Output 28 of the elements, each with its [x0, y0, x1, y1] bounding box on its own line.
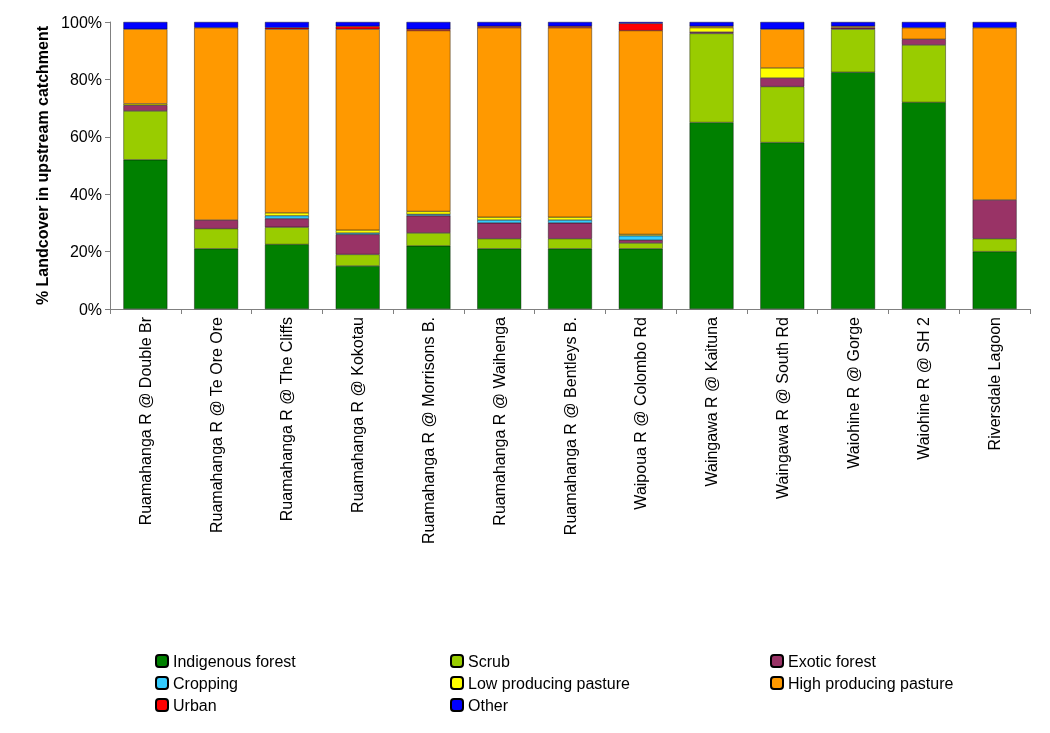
- x-tick-label: Waiohine R @ SH 2: [915, 316, 933, 460]
- legend-label: Urban: [173, 696, 217, 714]
- legend-label: Indigenous forest: [173, 652, 297, 670]
- y-tick-label: 60%: [69, 128, 102, 146]
- x-tick-label: Ruamahanga R @ Waihenga: [490, 316, 508, 526]
- x-tick-label: Ruamahanga R @ Bentleys B.: [561, 317, 579, 536]
- x-tick-label: Riversdale Lagoon: [986, 317, 1004, 451]
- x-tick-label: Ruamahanga R @ The Cliffs: [278, 317, 296, 522]
- y-tick-label: 100%: [61, 13, 102, 31]
- legend-label: Exotic forest: [788, 652, 877, 670]
- x-tick-label: Ruamahanga R @ Double Br: [136, 316, 154, 526]
- y-tick-label: 0%: [78, 300, 102, 318]
- legend-label: High producing pasture: [788, 674, 954, 692]
- x-tick-label: Waingawa R @ Kaituna: [703, 316, 721, 487]
- x-tick-label: Waiohine R @ Gorge: [844, 316, 862, 469]
- y-tick-label: 80%: [69, 70, 102, 88]
- y-tick-label: 40%: [69, 185, 102, 203]
- y-tick-label: 20%: [69, 243, 102, 261]
- x-tick-label: Ruamahanga R @ Te Ore Ore: [207, 316, 225, 534]
- x-tick-label: Ruamahanga R @ Morrisons B.: [419, 317, 437, 544]
- legend-label: Low producing pasture: [468, 674, 630, 692]
- legend-label: Cropping: [173, 674, 238, 692]
- legend-label: Other: [468, 696, 509, 714]
- x-tick-label: Waipoua R @ Colombo Rd: [632, 317, 650, 510]
- x-tick-label: Waingawa R @ South Rd: [773, 317, 791, 499]
- y-axis-title: % Landcover in upstream catchment: [33, 25, 51, 306]
- legend-label: Scrub: [468, 652, 510, 670]
- x-tick-label: Ruamahanga R @ Kokotau: [349, 317, 367, 513]
